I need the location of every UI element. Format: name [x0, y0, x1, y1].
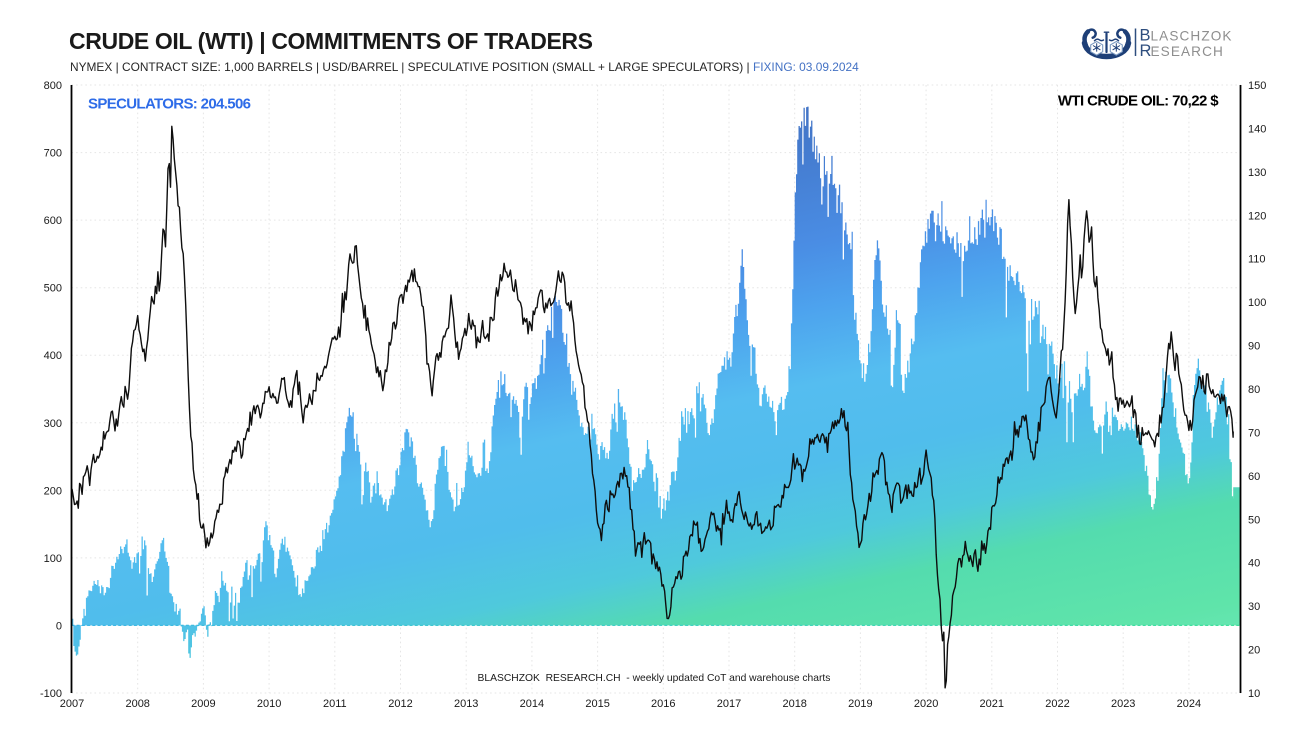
svg-text:20: 20 — [1248, 645, 1260, 657]
svg-text:2022: 2022 — [1045, 698, 1069, 710]
svg-text:-100: -100 — [40, 688, 62, 700]
svg-text:2007: 2007 — [60, 698, 84, 710]
svg-text:110: 110 — [1248, 254, 1266, 266]
svg-text:400: 400 — [44, 350, 62, 362]
svg-text:130: 130 — [1248, 167, 1266, 179]
svg-text:2017: 2017 — [717, 698, 741, 710]
svg-text:2020: 2020 — [914, 698, 938, 710]
svg-text:100: 100 — [44, 553, 62, 565]
svg-text:150: 150 — [1248, 80, 1266, 92]
svg-text:LASCHZOK: LASCHZOK — [1151, 29, 1233, 44]
svg-text:R: R — [1140, 42, 1152, 60]
svg-text:2013: 2013 — [454, 698, 478, 710]
svg-text:600: 600 — [44, 215, 62, 227]
svg-text:0: 0 — [56, 620, 62, 632]
svg-text:700: 700 — [44, 148, 62, 160]
svg-text:BLASCHZOK RESEARCH.CH - week: BLASCHZOK RESEARCH.CH - weekly updated C… — [478, 673, 831, 684]
svg-text:80: 80 — [1248, 384, 1260, 396]
svg-text:2018: 2018 — [782, 698, 806, 710]
svg-text:2021: 2021 — [980, 698, 1004, 710]
svg-text:B: B — [1140, 27, 1151, 45]
svg-text:2008: 2008 — [125, 698, 149, 710]
svg-text:ESEARCH: ESEARCH — [1151, 44, 1224, 59]
svg-text:2009: 2009 — [191, 698, 215, 710]
svg-text:70: 70 — [1248, 427, 1260, 439]
svg-text:120: 120 — [1248, 210, 1266, 222]
svg-text:200: 200 — [44, 485, 62, 497]
svg-text:60: 60 — [1248, 471, 1260, 483]
svg-text:500: 500 — [44, 283, 62, 295]
svg-text:30: 30 — [1248, 601, 1260, 613]
svg-text:WTI CRUDE OIL: 70,22 $: WTI CRUDE OIL: 70,22 $ — [1058, 93, 1219, 110]
svg-text:2016: 2016 — [651, 698, 675, 710]
svg-text:CRUDE OIL (WTI) | COMMITMENTS: CRUDE OIL (WTI) | COMMITMENTS OF TRADERS — [69, 28, 593, 54]
svg-text:90: 90 — [1248, 341, 1260, 353]
svg-text:2024: 2024 — [1177, 698, 1201, 710]
svg-text:140: 140 — [1248, 123, 1266, 135]
svg-text:100: 100 — [1248, 297, 1266, 309]
svg-text:2019: 2019 — [848, 698, 872, 710]
svg-text:800: 800 — [44, 80, 62, 92]
svg-text:SPECULATORS: 204.506: SPECULATORS: 204.506 — [88, 96, 251, 113]
svg-text:2023: 2023 — [1111, 698, 1135, 710]
svg-text:2012: 2012 — [388, 698, 412, 710]
svg-text:10: 10 — [1248, 688, 1260, 700]
svg-text:50: 50 — [1248, 514, 1260, 526]
svg-text:2011: 2011 — [323, 698, 347, 710]
svg-text:NYMEX | CONTRACT SIZE: 1,000 B: NYMEX | CONTRACT SIZE: 1,000 BARRELS | U… — [70, 60, 859, 74]
svg-text:40: 40 — [1248, 558, 1260, 570]
svg-text:2015: 2015 — [585, 698, 609, 710]
svg-text:2010: 2010 — [257, 698, 281, 710]
svg-text:300: 300 — [44, 418, 62, 430]
svg-text:2014: 2014 — [520, 698, 544, 710]
